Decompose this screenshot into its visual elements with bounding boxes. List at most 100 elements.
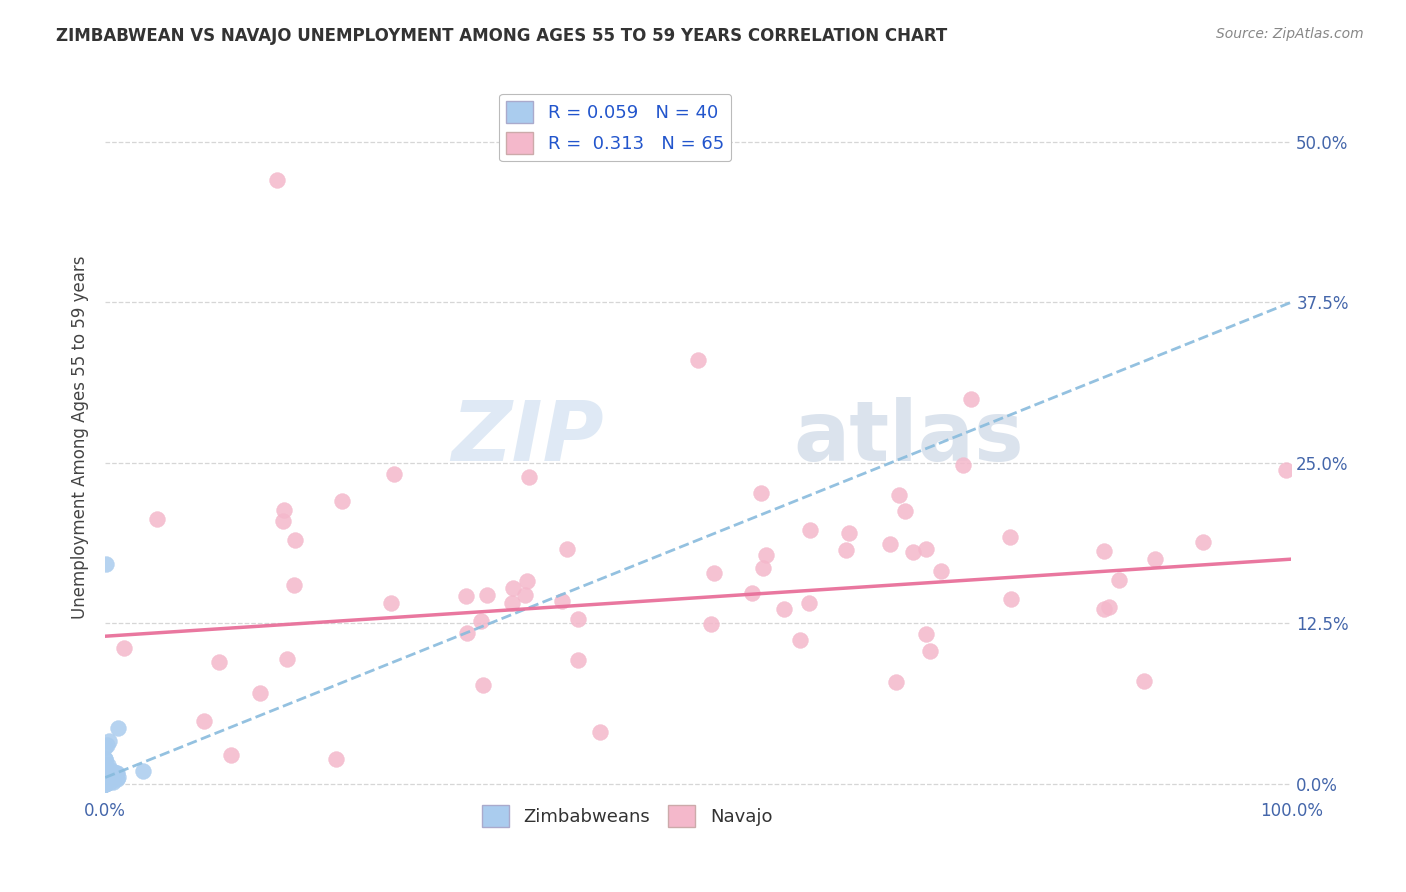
- Point: [97, 770, 120, 784]
- Point: [94, 758, 117, 772]
- Point: [94, 777, 117, 791]
- Point: [219, 747, 242, 762]
- Point: [1092, 543, 1115, 558]
- Point: [94, 777, 117, 791]
- Point: [105, 766, 128, 780]
- Point: [101, 775, 124, 789]
- Point: [94, 777, 117, 791]
- Point: [96, 738, 118, 752]
- Point: [998, 530, 1021, 544]
- Point: [838, 525, 860, 540]
- Point: [325, 752, 347, 766]
- Point: [887, 488, 910, 502]
- Point: [879, 537, 901, 551]
- Point: [98, 733, 121, 747]
- Point: [589, 724, 612, 739]
- Point: [94, 752, 117, 766]
- Point: [146, 512, 169, 526]
- Point: [688, 353, 710, 368]
- Point: [952, 458, 974, 472]
- Point: [94, 769, 117, 783]
- Point: [100, 764, 122, 778]
- Point: [1098, 600, 1121, 615]
- Point: [94, 777, 117, 791]
- Text: atlas: atlas: [793, 397, 1024, 477]
- Point: [94, 740, 117, 755]
- Point: [797, 596, 820, 610]
- Point: [98, 774, 121, 789]
- Point: [382, 467, 405, 482]
- Point: [515, 588, 537, 602]
- Point: [755, 548, 778, 562]
- Point: [550, 594, 572, 608]
- Point: [98, 766, 121, 780]
- Point: [332, 494, 354, 508]
- Point: [567, 653, 589, 667]
- Point: [884, 675, 907, 690]
- Point: [94, 752, 117, 766]
- Text: Source: ZipAtlas.com: Source: ZipAtlas.com: [1216, 27, 1364, 41]
- Point: [105, 766, 128, 780]
- Point: [94, 777, 117, 791]
- Point: [284, 533, 307, 547]
- Point: [100, 770, 122, 784]
- Point: [101, 764, 124, 779]
- Point: [101, 772, 124, 786]
- Point: [931, 564, 953, 578]
- Point: [107, 722, 129, 736]
- Point: [914, 541, 936, 556]
- Point: [915, 627, 938, 641]
- Point: [741, 586, 763, 600]
- Point: [699, 616, 721, 631]
- Point: [94, 777, 117, 791]
- Point: [94, 777, 117, 791]
- Point: [94, 777, 117, 791]
- Point: [276, 652, 298, 666]
- Point: [1191, 534, 1213, 549]
- Text: ZIMBABWEAN VS NAVAJO UNEMPLOYMENT AMONG AGES 55 TO 59 YEARS CORRELATION CHART: ZIMBABWEAN VS NAVAJO UNEMPLOYMENT AMONG …: [56, 27, 948, 45]
- Point: [94, 757, 117, 772]
- Point: [96, 766, 118, 780]
- Point: [920, 644, 942, 658]
- Point: [799, 524, 821, 538]
- Point: [1144, 551, 1167, 566]
- Y-axis label: Unemployment Among Ages 55 to 59 years: Unemployment Among Ages 55 to 59 years: [72, 255, 89, 619]
- Text: ZIP: ZIP: [451, 397, 603, 477]
- Point: [1000, 592, 1022, 607]
- Point: [789, 633, 811, 648]
- Point: [107, 770, 129, 784]
- Point: [517, 470, 540, 484]
- Point: [1132, 674, 1154, 689]
- Point: [94, 777, 117, 791]
- Point: [94, 758, 117, 772]
- Point: [94, 768, 117, 782]
- Point: [271, 514, 294, 528]
- Point: [1108, 573, 1130, 587]
- Point: [208, 655, 231, 669]
- Point: [502, 581, 524, 595]
- Legend: Zimbabweans, Navajo: Zimbabweans, Navajo: [475, 798, 779, 835]
- Point: [454, 589, 477, 603]
- Point: [193, 714, 215, 728]
- Point: [501, 596, 523, 610]
- Point: [472, 678, 495, 692]
- Point: [475, 588, 498, 602]
- Point: [752, 561, 775, 575]
- Point: [1275, 463, 1298, 477]
- Point: [773, 602, 796, 616]
- Point: [94, 777, 117, 791]
- Point: [380, 596, 402, 610]
- Point: [94, 777, 117, 791]
- Point: [555, 541, 578, 556]
- Point: [516, 574, 538, 588]
- Point: [266, 173, 288, 187]
- Point: [97, 757, 120, 772]
- Point: [94, 777, 117, 791]
- Point: [1092, 602, 1115, 616]
- Point: [105, 772, 128, 786]
- Point: [112, 640, 135, 655]
- Point: [273, 503, 295, 517]
- Point: [249, 685, 271, 699]
- Point: [470, 614, 492, 628]
- Point: [131, 764, 153, 778]
